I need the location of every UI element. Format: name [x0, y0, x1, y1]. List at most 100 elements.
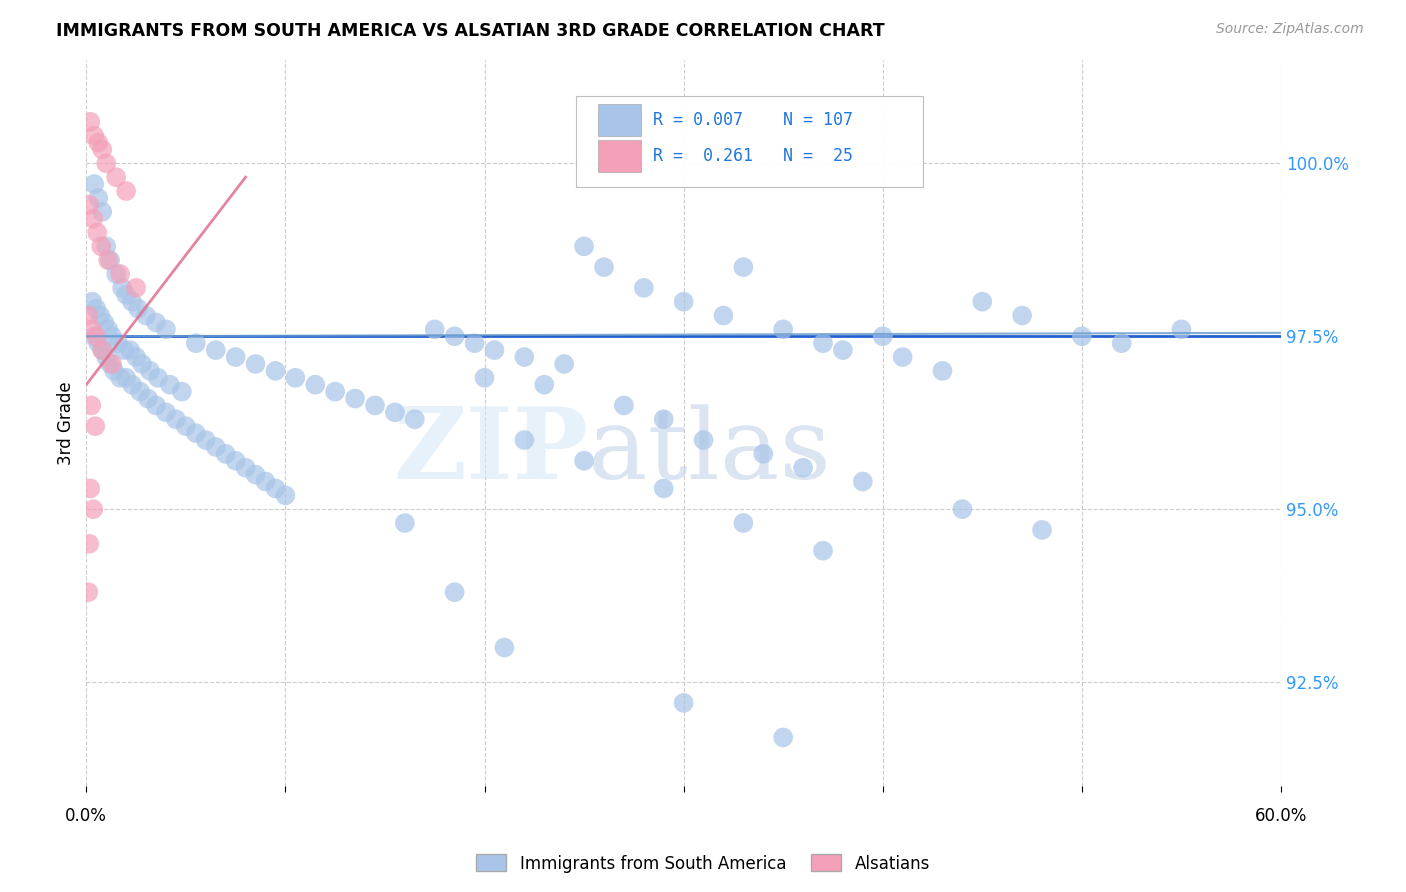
- Point: [107, 336, 129, 351]
- Point: [105, 170, 128, 185]
- Point: [733, 260, 755, 274]
- Point: [274, 488, 297, 502]
- Point: [672, 696, 695, 710]
- Point: [652, 482, 675, 496]
- Point: [811, 336, 834, 351]
- Point: [159, 377, 181, 392]
- Point: [155, 405, 177, 419]
- Point: [225, 454, 247, 468]
- Point: [112, 343, 135, 357]
- Point: [633, 281, 655, 295]
- Point: [136, 392, 159, 406]
- Point: [1070, 329, 1092, 343]
- Point: [91, 143, 114, 157]
- Point: [174, 419, 197, 434]
- Point: [872, 329, 894, 343]
- Point: [613, 399, 636, 413]
- Point: [692, 433, 714, 447]
- Point: [553, 357, 575, 371]
- Point: [82, 294, 104, 309]
- Point: [103, 364, 125, 378]
- Point: [931, 364, 953, 378]
- Point: [145, 315, 167, 329]
- Point: [127, 301, 149, 316]
- Point: [652, 412, 675, 426]
- Point: [792, 460, 814, 475]
- Text: R = 0.007    N = 107: R = 0.007 N = 107: [652, 111, 852, 128]
- Point: [77, 585, 100, 599]
- Text: Source: ZipAtlas.com: Source: ZipAtlas.com: [1216, 22, 1364, 37]
- Point: [170, 384, 193, 399]
- Point: [125, 281, 148, 295]
- Point: [494, 640, 516, 655]
- Point: [394, 516, 416, 530]
- Point: [852, 475, 875, 489]
- Point: [115, 287, 138, 301]
- Point: [101, 329, 124, 343]
- Point: [96, 350, 118, 364]
- FancyBboxPatch shape: [576, 96, 922, 186]
- Text: atlas: atlas: [588, 404, 831, 500]
- Point: [98, 253, 121, 268]
- Point: [474, 371, 496, 385]
- Y-axis label: 3rd Grade: 3rd Grade: [58, 381, 75, 465]
- Point: [215, 447, 238, 461]
- Point: [90, 239, 112, 253]
- Point: [404, 412, 426, 426]
- Point: [204, 440, 226, 454]
- Point: [115, 184, 138, 198]
- Point: [772, 322, 794, 336]
- Point: [77, 198, 100, 212]
- Point: [96, 156, 118, 170]
- Point: [145, 399, 167, 413]
- Point: [972, 294, 994, 309]
- Point: [1111, 336, 1133, 351]
- Point: [79, 115, 101, 129]
- Point: [146, 371, 169, 385]
- Point: [443, 329, 465, 343]
- Point: [950, 502, 973, 516]
- Point: [484, 343, 506, 357]
- Point: [91, 343, 114, 357]
- Point: [235, 460, 257, 475]
- Point: [121, 294, 143, 309]
- Point: [772, 731, 794, 745]
- Point: [284, 371, 307, 385]
- Point: [105, 267, 128, 281]
- Point: [384, 405, 406, 419]
- Point: [713, 309, 735, 323]
- Point: [111, 281, 134, 295]
- Text: 60.0%: 60.0%: [1254, 806, 1308, 824]
- Point: [264, 482, 287, 496]
- Point: [245, 357, 267, 371]
- Text: 0.0%: 0.0%: [65, 806, 107, 824]
- Point: [84, 301, 107, 316]
- Point: [77, 309, 100, 323]
- Text: ZIP: ZIP: [394, 403, 588, 500]
- Point: [264, 364, 287, 378]
- Point: [184, 336, 207, 351]
- Point: [423, 322, 446, 336]
- Point: [91, 204, 114, 219]
- Point: [84, 329, 107, 343]
- Point: [87, 136, 110, 150]
- Point: [82, 211, 104, 226]
- Point: [80, 399, 103, 413]
- Point: [155, 322, 177, 336]
- Point: [891, 350, 914, 364]
- Point: [101, 357, 124, 371]
- Point: [184, 426, 207, 441]
- Point: [513, 350, 536, 364]
- Point: [593, 260, 616, 274]
- Point: [672, 294, 695, 309]
- Point: [1011, 309, 1033, 323]
- Point: [165, 412, 187, 426]
- Point: [1031, 523, 1053, 537]
- Point: [108, 371, 131, 385]
- Point: [83, 177, 105, 191]
- Point: [204, 343, 226, 357]
- Point: [87, 336, 110, 351]
- Point: [139, 364, 162, 378]
- Point: [225, 350, 247, 364]
- FancyBboxPatch shape: [598, 103, 641, 136]
